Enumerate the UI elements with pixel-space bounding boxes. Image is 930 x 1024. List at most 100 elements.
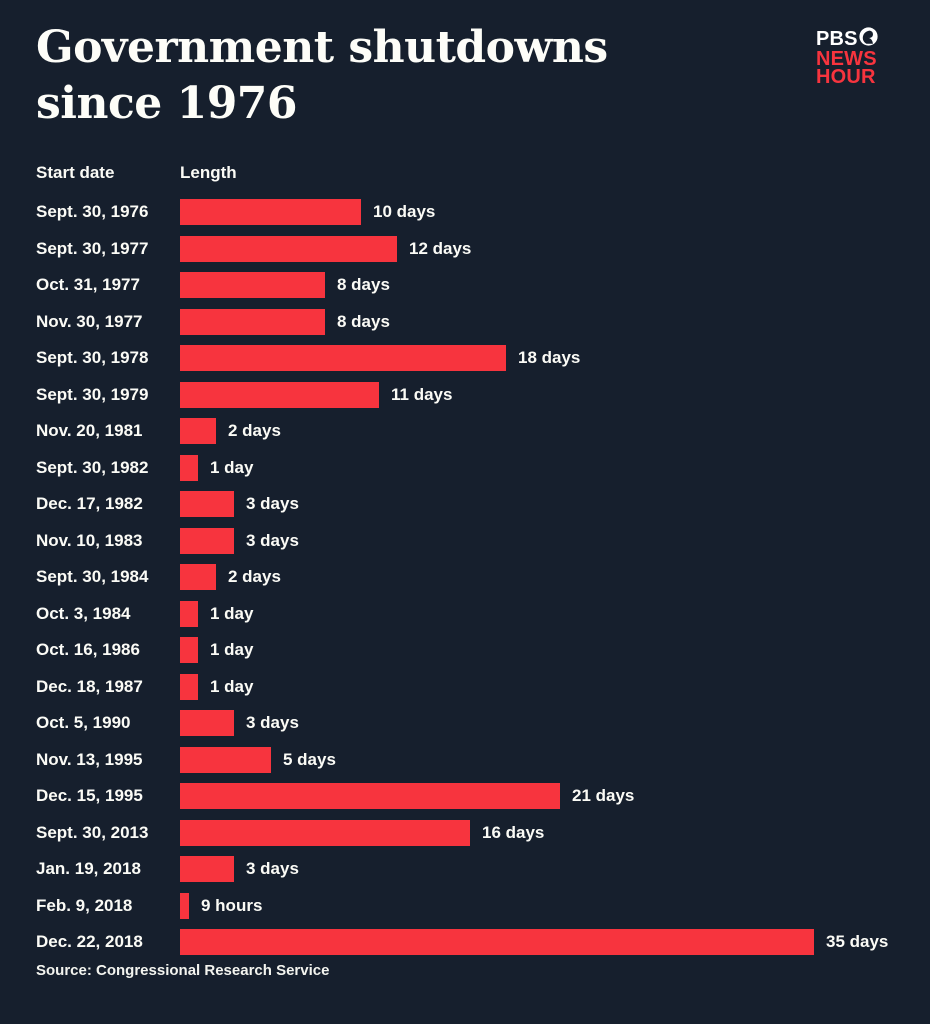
bar xyxy=(180,381,379,408)
bar-value-label: 9 hours xyxy=(201,895,263,915)
chart-row: Oct. 3, 1984 1 day xyxy=(36,596,930,633)
column-headers: Start date Length xyxy=(0,163,930,185)
chart-row: Oct. 16, 1986 1 day xyxy=(36,632,930,669)
row-date: Sept. 30, 2013 xyxy=(36,822,149,842)
bar xyxy=(180,929,814,956)
bar-value-label: 18 days xyxy=(518,348,581,368)
chart-row: Nov. 13, 1995 5 days xyxy=(36,742,930,779)
bar xyxy=(180,892,189,919)
chart-row: Sept. 30, 2013 16 days xyxy=(36,815,930,852)
row-date: Feb. 9, 2018 xyxy=(36,895,133,915)
bar xyxy=(180,673,198,700)
chart-row: Dec. 18, 1987 1 day xyxy=(36,669,930,706)
chart-row: Oct. 5, 1990 3 days xyxy=(36,705,930,742)
bar xyxy=(180,345,506,372)
row-date: Dec. 15, 1995 xyxy=(36,786,143,806)
bar-value-label: 11 days xyxy=(391,384,453,404)
bar xyxy=(180,819,470,846)
page-title: Government shutdowns since 1976 xyxy=(36,20,736,132)
bar-value-label: 2 days xyxy=(228,567,281,587)
bar-value-label: 8 days xyxy=(337,311,390,331)
logo-line-pbs: PBS xyxy=(816,27,878,50)
row-date: Sept. 30, 1984 xyxy=(36,567,149,587)
source-attribution: Source: Congressional Research Service xyxy=(36,962,330,979)
chart-row: Sept. 30, 1977 12 days xyxy=(36,231,930,268)
bar xyxy=(180,235,397,262)
row-date: Nov. 13, 1995 xyxy=(36,749,143,769)
bar-value-label: 12 days xyxy=(409,238,472,258)
row-date: Nov. 10, 1983 xyxy=(36,530,143,550)
bar xyxy=(180,710,234,737)
bar-value-label: 21 days xyxy=(572,786,635,806)
bar-value-label: 3 days xyxy=(246,494,299,514)
row-date: Dec. 17, 1982 xyxy=(36,494,143,514)
row-date: Sept. 30, 1976 xyxy=(36,202,149,222)
chart-row: Jan. 19, 2018 3 days xyxy=(36,851,930,888)
bar xyxy=(180,600,198,627)
bar xyxy=(180,272,325,299)
chart-row: Sept. 30, 1984 2 days xyxy=(36,559,930,596)
bar xyxy=(180,783,560,810)
bar xyxy=(180,199,361,226)
bar xyxy=(180,491,234,518)
pbs-newshour-logo: PBS NEWS HOUR xyxy=(816,27,878,88)
column-header-length: Length xyxy=(180,163,237,182)
bar-value-label: 1 day xyxy=(210,640,254,660)
chart-row: Nov. 30, 1977 8 days xyxy=(36,304,930,341)
chart-row: Feb. 9, 2018 9 hours xyxy=(36,888,930,925)
logo-news-text: NEWS xyxy=(816,47,877,70)
title-line-1: Government shutdowns xyxy=(36,22,608,73)
row-date: Nov. 20, 1981 xyxy=(36,421,143,441)
bar xyxy=(180,856,234,883)
row-date: Dec. 18, 1987 xyxy=(36,676,143,696)
chart-row: Sept. 30, 1979 11 days xyxy=(36,377,930,414)
bar xyxy=(180,637,198,664)
bar-value-label: 1 day xyxy=(210,457,254,477)
row-date: Sept. 30, 1978 xyxy=(36,348,149,368)
chart-row: Sept. 30, 1976 10 days xyxy=(36,194,930,231)
row-date: Oct. 31, 1977 xyxy=(36,275,140,295)
logo-pbs-text: PBS xyxy=(816,27,858,50)
bar-value-label: 10 days xyxy=(373,202,436,222)
bar xyxy=(180,418,216,445)
logo-hour-text: HOUR xyxy=(816,66,876,88)
bar-value-label: 5 days xyxy=(283,749,336,769)
row-date: Dec. 22, 2018 xyxy=(36,932,143,952)
bar-value-label: 3 days xyxy=(246,530,299,550)
chart-row: Oct. 31, 1977 8 days xyxy=(36,267,930,304)
row-date: Oct. 5, 1990 xyxy=(36,713,131,733)
bar xyxy=(180,454,198,481)
logo-line-news: NEWS xyxy=(816,47,878,70)
row-date: Oct. 3, 1984 xyxy=(36,603,131,623)
bar-value-label: 35 days xyxy=(826,932,889,952)
bar-value-label: 16 days xyxy=(482,822,545,842)
bar-value-label: 3 days xyxy=(246,713,299,733)
chart-row: Dec. 17, 1982 3 days xyxy=(36,486,930,523)
logo-line-hour: HOUR xyxy=(816,66,878,88)
chart-row: Sept. 30, 1978 18 days xyxy=(36,340,930,377)
row-date: Sept. 30, 1979 xyxy=(36,384,149,404)
row-date: Sept. 30, 1982 xyxy=(36,457,149,477)
bar-value-label: 1 day xyxy=(210,603,254,623)
bar xyxy=(180,527,234,554)
bar xyxy=(180,564,216,591)
row-date: Sept. 30, 1977 xyxy=(36,238,149,258)
row-date: Oct. 16, 1986 xyxy=(36,640,140,660)
chart-row: Dec. 15, 1995 21 days xyxy=(36,778,930,815)
bar-value-label: 1 day xyxy=(210,676,254,696)
pbs-face-icon xyxy=(859,27,878,50)
chart-row: Nov. 10, 1983 3 days xyxy=(36,523,930,560)
chart-row: Sept. 30, 1982 1 day xyxy=(36,450,930,487)
chart-rows: Sept. 30, 1976 10 days Sept. 30, 1977 12… xyxy=(36,194,930,961)
row-date: Nov. 30, 1977 xyxy=(36,311,143,331)
row-date: Jan. 19, 2018 xyxy=(36,859,141,879)
bar xyxy=(180,746,271,773)
chart-row: Dec. 22, 2018 35 days xyxy=(36,924,930,961)
column-header-start-date: Start date xyxy=(36,163,115,182)
bar xyxy=(180,308,325,335)
bar-value-label: 8 days xyxy=(337,275,390,295)
title-line-2: since 1976 xyxy=(36,78,298,129)
chart-row: Nov. 20, 1981 2 days xyxy=(36,413,930,450)
bar-value-label: 3 days xyxy=(246,859,299,879)
